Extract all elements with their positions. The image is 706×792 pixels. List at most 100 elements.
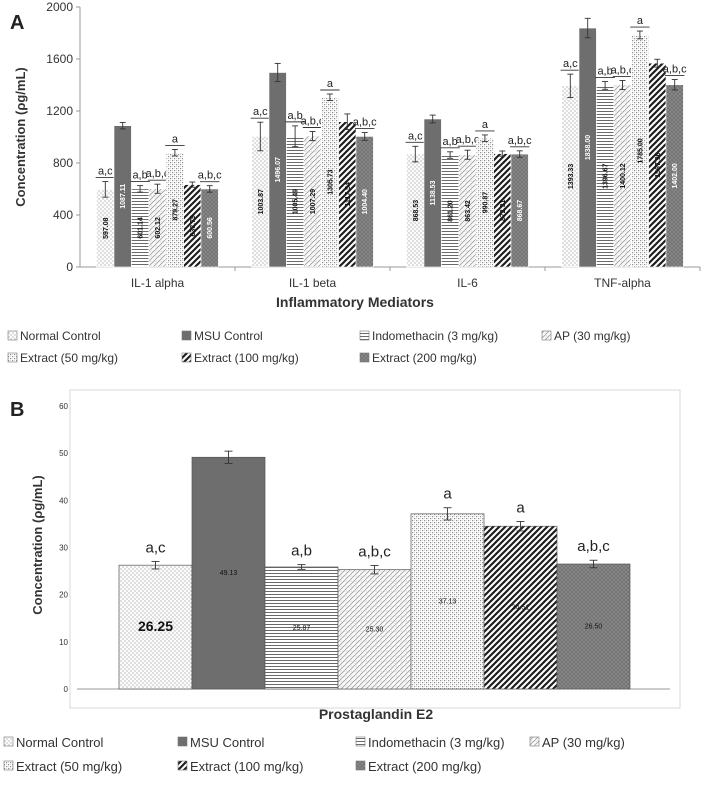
panel-b-y-tick-label: 20 xyxy=(59,591,68,600)
legend-a-item: Normal Control xyxy=(20,329,101,343)
legend-a-swatch xyxy=(541,330,552,341)
panel-a-sig-letter: a,b,c xyxy=(508,135,532,147)
legend-b-item: AP (30 mg/kg) xyxy=(542,735,625,750)
legend-a-swatch xyxy=(359,352,370,363)
panel-a-data-label: 861.20 xyxy=(448,200,455,222)
legend-b-item: Extract (100 mg/kg) xyxy=(190,759,303,774)
panel-b-bars: 26.25 a,c 49.13 25.87 a,b 25.30 a,b,c 37.13 a 34.… xyxy=(118,450,631,690)
panel-a-data-label: 1400.12 xyxy=(620,163,627,188)
panel-b-bar xyxy=(191,456,266,690)
legend-b-item: MSU Control xyxy=(190,735,265,750)
panel-b-data-label: 37.13 xyxy=(439,598,457,605)
panel-b-data-label: 26.50 xyxy=(585,624,603,631)
panel-b-y-tick-label: 30 xyxy=(59,544,68,553)
panel-a-data-label: 990.87 xyxy=(482,192,489,214)
panel-a-x-tick-label: TNF-alpha xyxy=(594,276,651,290)
panel-a-data-label: 600.56 xyxy=(207,217,214,239)
panel-a-sig-letter: a,c xyxy=(563,58,578,70)
panel-b-bar xyxy=(556,563,631,690)
legend-a-item: Extract (200 mg/kg) xyxy=(372,351,477,365)
panel-b-y-axis-label: Concentration (ρg/mL) xyxy=(30,475,45,614)
panel-a-data-label: 879.27 xyxy=(172,199,179,221)
legend-b-item: Indomethacin (3 mg/kg) xyxy=(368,735,505,750)
panel-a-data-label: 633.79 xyxy=(190,215,197,237)
panel-a-data-label: 868.67 xyxy=(517,200,524,222)
panel-a-sig-letter: a,b,c xyxy=(611,64,635,76)
legend-b-swatch xyxy=(177,760,188,771)
panel-a-data-label: 1003.87 xyxy=(258,189,265,214)
panel-a-sig-letter: a,b,c xyxy=(456,134,480,146)
panel-a-data-label: 1138.53 xyxy=(430,180,437,205)
panel-a-axes: 0 400 800 1200 1600 2000 IL-1 alpha IL-1 beta IL… xyxy=(46,0,701,290)
panel-b-sig-letter: a,b xyxy=(291,543,312,560)
legend-a-item: Extract (50 mg/kg) xyxy=(20,351,118,365)
legend-a-swatch xyxy=(181,352,192,363)
panel-a-sig-letter: a xyxy=(172,133,179,145)
panel-b-sig-letter: a,b,c xyxy=(358,543,391,560)
panel-a-sig-letter: a xyxy=(327,78,334,90)
panel-b-data-label: 34.51 xyxy=(512,605,530,612)
legend-b-swatch xyxy=(3,736,14,747)
panel-a-data-label: 1402.00 xyxy=(672,163,679,188)
legend-a-item: Indomethacin (3 mg/kg) xyxy=(372,329,498,343)
panel-b-bar xyxy=(118,564,193,690)
panel-a-sig-letter: a,c xyxy=(98,166,113,178)
panel-a-y-tick-label: 400 xyxy=(53,208,73,222)
panel-b-legend: Normal Control MSU Control Indomethacin (3… xyxy=(3,735,625,774)
panel-a-sig-letter: a,b xyxy=(132,170,147,182)
panel-a-bars: 597.08 a,c 1087.11 601.14 a,b 602.12 a,b,c 879.… xyxy=(95,15,687,268)
panel-b-x-axis-label: Prostaglandin E2 xyxy=(319,706,434,722)
panel-a-label: A xyxy=(10,12,24,34)
panel-a-data-label: 863.42 xyxy=(465,200,472,222)
panel-a-sig-letter: a xyxy=(637,15,644,27)
legend-a-item: MSU Control xyxy=(194,329,263,343)
panel-b-sig-letter: a xyxy=(443,486,452,503)
panel-a-data-label: 597.08 xyxy=(103,217,110,239)
panel-b-data-label: 49.13 xyxy=(220,570,238,577)
panel-b-bar xyxy=(264,566,339,690)
panel-a-sig-letter: a,b,c xyxy=(301,116,325,128)
panel-b-sig-letter: a,c xyxy=(145,539,166,556)
panel-a-data-label: 872.31 xyxy=(500,199,507,221)
panel-a-sig-letter: a,c xyxy=(408,130,423,142)
panel-a-data-label: 1393.33 xyxy=(568,164,575,189)
panel-b-y-tick-label: 60 xyxy=(59,402,68,411)
panel-a-data-label: 1396.67 xyxy=(603,163,610,188)
panel-a-data-label: 1004.40 xyxy=(362,189,369,214)
panel-a-x-tick-label: IL-1 alpha xyxy=(131,276,185,290)
panel-a-legend: Normal Control MSU Control Indomethacin (3… xyxy=(7,329,630,365)
panel-a-sig-letter: a,b xyxy=(287,110,302,122)
legend-b-item: Normal Control xyxy=(16,735,104,750)
legend-a-item: AP (30 mg/kg) xyxy=(554,329,630,343)
panel-a-y-tick-label: 0 xyxy=(66,260,73,274)
panel-a-data-label: 1496.07 xyxy=(275,157,282,182)
panel-b-data-label: 25.87 xyxy=(293,625,311,632)
panel-b-bar xyxy=(410,513,485,690)
panel-a-data-label: 1007.29 xyxy=(310,189,317,214)
panel-a-sig-letter: a,c xyxy=(253,106,268,118)
panel-b-y-tick-label: 40 xyxy=(59,496,68,505)
legend-b-swatch xyxy=(3,760,14,771)
legend-a-swatch xyxy=(7,330,18,341)
panel-a-y-tick-label: 1200 xyxy=(46,104,73,118)
panel-a-x-axis-label: Inflammatory Mediators xyxy=(276,294,434,310)
panel-b-y-tick-label: 0 xyxy=(64,685,69,694)
legend-a-swatch xyxy=(7,352,18,363)
panel-a-sig-letter: a,b xyxy=(597,66,612,78)
panel-b-data-label: 26.25 xyxy=(138,618,173,634)
legend-b-item: Extract (50 mg/kg) xyxy=(16,759,122,774)
panel-a-x-tick-label: IL-1 beta xyxy=(289,276,337,290)
legend-a-swatch xyxy=(181,330,192,341)
panel-b-data-label: 25.30 xyxy=(366,626,384,633)
panel-a-data-label: 601.14 xyxy=(138,217,145,239)
panel-b-sig-letter: a,b,c xyxy=(577,538,610,555)
panel-b-sig-letter: a xyxy=(516,500,525,517)
panel-a-sig-letter: a,b,c xyxy=(198,170,222,182)
panel-a-sig-letter: a,b,c xyxy=(146,168,170,180)
panel-a-data-label: 1305.73 xyxy=(327,169,334,194)
legend-b-swatch xyxy=(355,736,366,747)
panel-a-data-label: 1087.11 xyxy=(120,184,127,209)
panel-a-sig-letter: a xyxy=(482,119,489,131)
